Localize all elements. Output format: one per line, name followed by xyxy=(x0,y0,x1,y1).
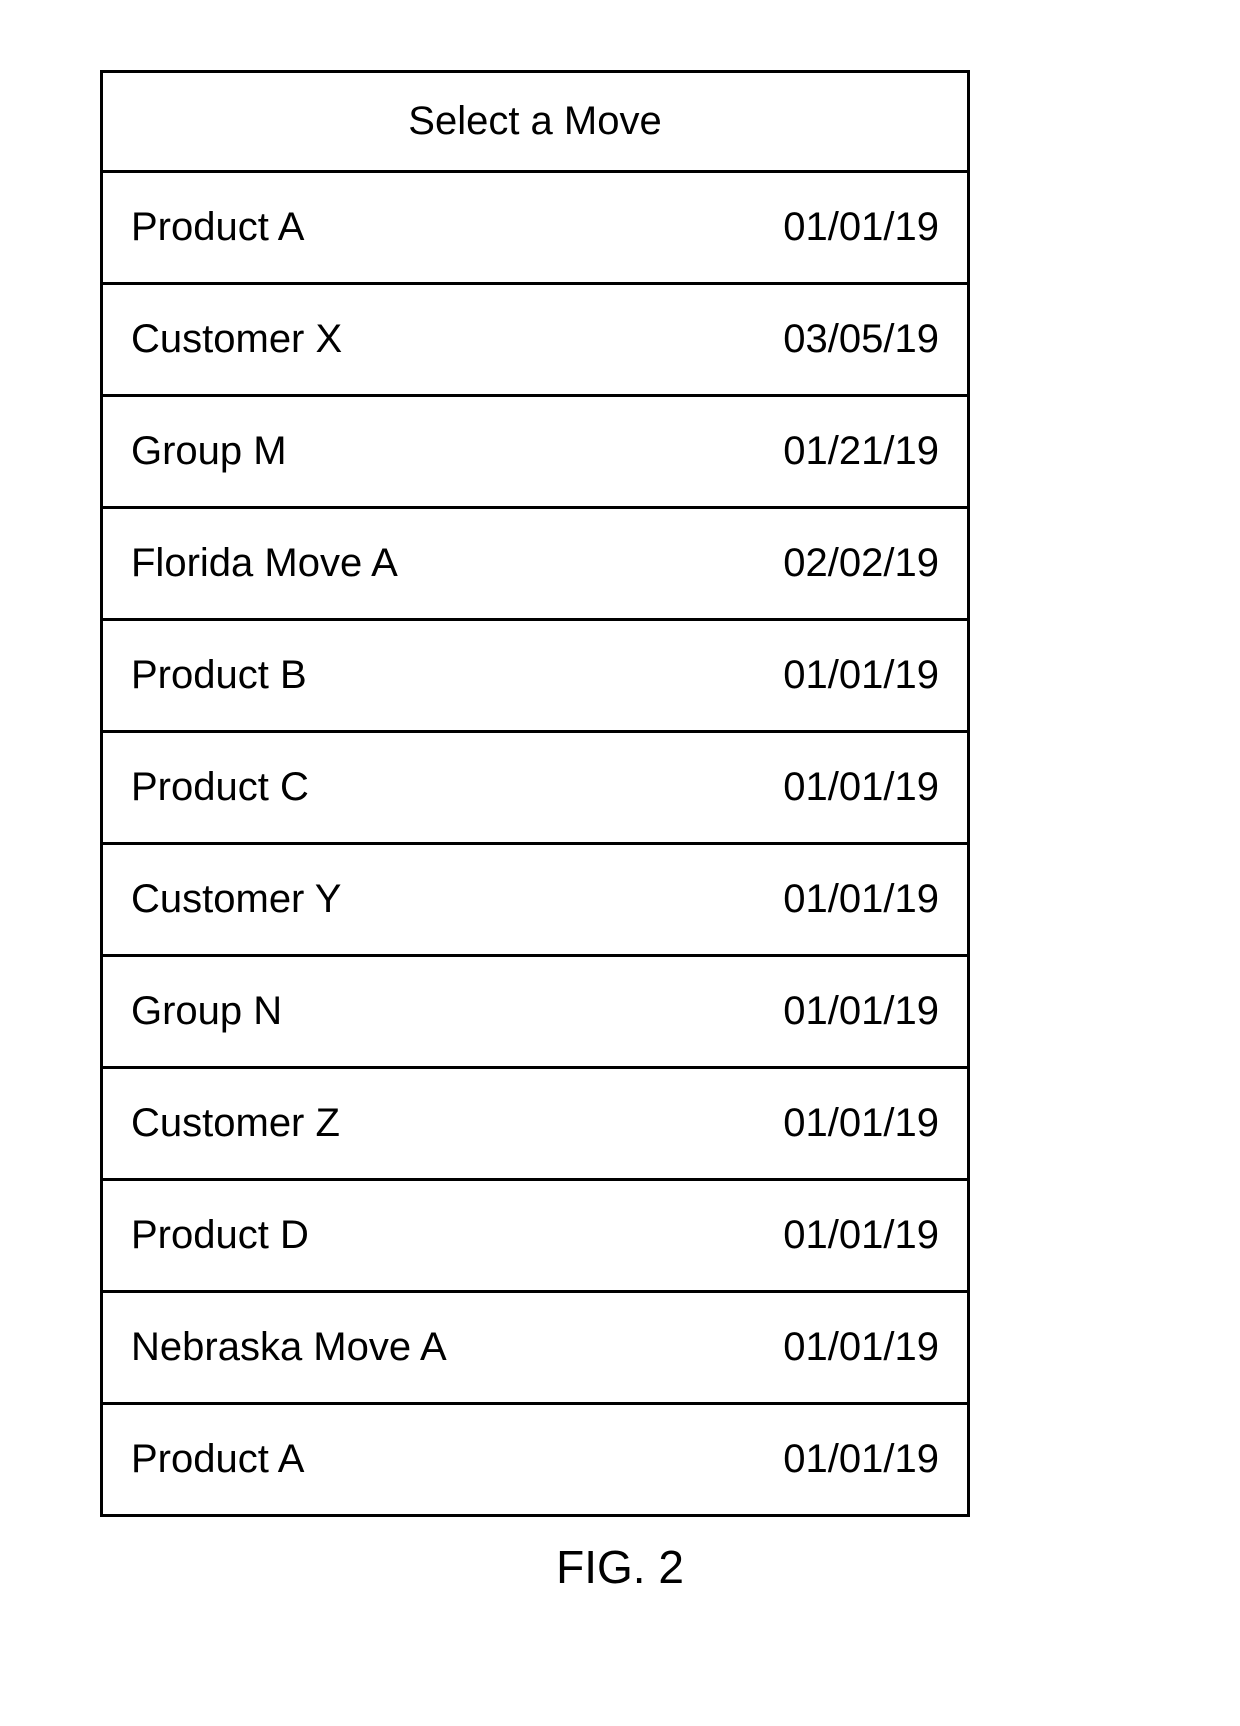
row-date: 01/01/19 xyxy=(783,989,939,1034)
row-date: 01/01/19 xyxy=(783,1437,939,1482)
figure-label: FIG. 2 xyxy=(0,1540,1240,1594)
row-name: Product B xyxy=(131,653,307,698)
row-name: Nebraska Move A xyxy=(131,1325,447,1370)
row-name: Customer X xyxy=(131,317,342,362)
row-date: 01/01/19 xyxy=(783,653,939,698)
table-row[interactable]: Product A 01/01/19 xyxy=(103,1405,967,1514)
table-row[interactable]: Group M 01/21/19 xyxy=(103,397,967,509)
table-row[interactable]: Customer Z 01/01/19 xyxy=(103,1069,967,1181)
table-row[interactable]: Product A 01/01/19 xyxy=(103,173,967,285)
table-row[interactable]: Florida Move A 02/02/19 xyxy=(103,509,967,621)
row-name: Florida Move A xyxy=(131,541,398,586)
table-row[interactable]: Nebraska Move A 01/01/19 xyxy=(103,1293,967,1405)
row-date: 03/05/19 xyxy=(783,317,939,362)
table-row[interactable]: Product D 01/01/19 xyxy=(103,1181,967,1293)
table-row[interactable]: Customer X 03/05/19 xyxy=(103,285,967,397)
table-row[interactable]: Group N 01/01/19 xyxy=(103,957,967,1069)
row-name: Group M xyxy=(131,429,287,474)
table-row[interactable]: Customer Y 01/01/19 xyxy=(103,845,967,957)
row-date: 01/01/19 xyxy=(783,1325,939,1370)
table-row[interactable]: Product C 01/01/19 xyxy=(103,733,967,845)
row-date: 01/01/19 xyxy=(783,1213,939,1258)
select-move-panel: Select a Move Product A 01/01/19 Custome… xyxy=(100,70,970,1517)
row-date: 01/01/19 xyxy=(783,1101,939,1146)
row-date: 01/01/19 xyxy=(783,205,939,250)
row-name: Customer Y xyxy=(131,877,341,922)
row-date: 01/21/19 xyxy=(783,429,939,474)
row-date: 01/01/19 xyxy=(783,765,939,810)
row-name: Product D xyxy=(131,1213,309,1258)
table-row[interactable]: Product B 01/01/19 xyxy=(103,621,967,733)
row-date: 02/02/19 xyxy=(783,541,939,586)
table-header: Select a Move xyxy=(103,73,967,173)
row-name: Product A xyxy=(131,205,304,250)
move-table: Select a Move Product A 01/01/19 Custome… xyxy=(100,70,970,1517)
row-name: Group N xyxy=(131,989,282,1034)
row-name: Product A xyxy=(131,1437,304,1482)
row-name: Product C xyxy=(131,765,309,810)
row-name: Customer Z xyxy=(131,1101,340,1146)
row-date: 01/01/19 xyxy=(783,877,939,922)
